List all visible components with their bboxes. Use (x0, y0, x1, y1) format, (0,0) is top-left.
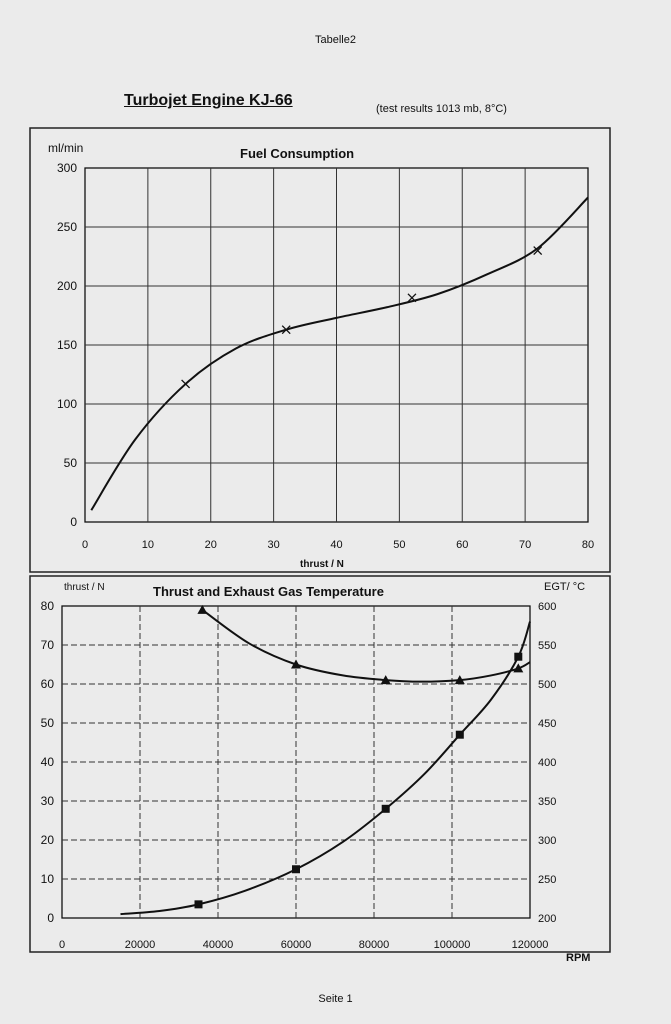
x-tick-label: 80 (582, 539, 594, 551)
y2-tick-label: 550 (538, 640, 556, 652)
y-tick-label: 70 (41, 638, 55, 652)
y2-tick-label: 300 (538, 835, 556, 847)
x-axis-label: RPM (566, 952, 590, 964)
series-line-thrust-trend (120, 621, 531, 916)
x-tick-label: 0 (82, 539, 88, 551)
x-tick-label: 70 (519, 539, 531, 551)
fuel-consumption-chart: Fuel Consumption ml/min thrust / N 0 10 20… (29, 127, 611, 573)
chart-title: Thrust and Exhaust Gas Temperature (153, 584, 384, 599)
thrust-egt-chart: Thrust and Exhaust Gas Temperature thrus… (29, 575, 611, 964)
chart-title: Fuel Consumption (240, 146, 354, 161)
y2-tick-label: 350 (538, 796, 556, 808)
chart-frame (29, 127, 611, 573)
y-tick-label: 20 (41, 833, 55, 847)
x-tick-label: 60 (456, 539, 468, 551)
y-tick-label: 60 (41, 677, 55, 691)
x-tick-label: 120000 (512, 939, 549, 951)
y-tick-label: 50 (41, 716, 55, 730)
chart-frame (29, 575, 611, 953)
series-line-trend (90, 196, 589, 511)
x-tick-label: 50 (393, 539, 405, 551)
y-tick-label: 40 (41, 755, 55, 769)
y-axis-label: ml/min (48, 141, 83, 155)
y-tick-label: 100 (57, 397, 77, 411)
y-axis-label: thrust / N (64, 582, 105, 593)
document-title: Turbojet Engine KJ-66 (124, 92, 293, 109)
y-tick-label: 0 (70, 515, 77, 529)
sheet-label: Tabelle2 (315, 34, 356, 46)
y-tick-label: 80 (41, 599, 55, 613)
y-tick-label: 50 (64, 456, 78, 470)
data-point-x-marker (533, 246, 543, 256)
x-tick-label: 40 (330, 539, 342, 551)
y-tick-label: 0 (47, 911, 54, 925)
x-axis-label: thrust / N (300, 559, 344, 570)
y2-tick-label: 500 (538, 679, 556, 691)
y-tick-label: 250 (57, 220, 77, 234)
series-line-egt-trend (201, 609, 531, 683)
y-tick-label: 10 (41, 872, 55, 886)
y2-tick-label: 200 (538, 913, 556, 925)
x-tick-label: 10 (142, 539, 154, 551)
y-tick-label: 30 (41, 794, 55, 808)
y-tick-label: 150 (57, 338, 77, 352)
y2-tick-label: 250 (538, 874, 556, 886)
x-tick-label: 40000 (203, 939, 234, 951)
x-tick-label: 0 (59, 939, 65, 951)
y2-axis-label: EGT/ °C (544, 581, 585, 593)
x-tick-label: 30 (268, 539, 280, 551)
y2-tick-label: 600 (538, 601, 556, 613)
x-tick-label: 60000 (281, 939, 312, 951)
test-conditions: (test results 1013 mb, 8°C) (376, 103, 507, 115)
y-tick-label: 300 (57, 161, 77, 175)
x-tick-label: 20 (205, 539, 217, 551)
y-tick-label: 200 (57, 279, 77, 293)
x-tick-label: 80000 (359, 939, 390, 951)
page-number: Seite 1 (318, 993, 353, 1005)
y2-tick-label: 400 (538, 757, 556, 769)
x-tick-label: 20000 (125, 939, 156, 951)
x-tick-label: 100000 (434, 939, 471, 951)
y2-tick-label: 450 (538, 718, 556, 730)
